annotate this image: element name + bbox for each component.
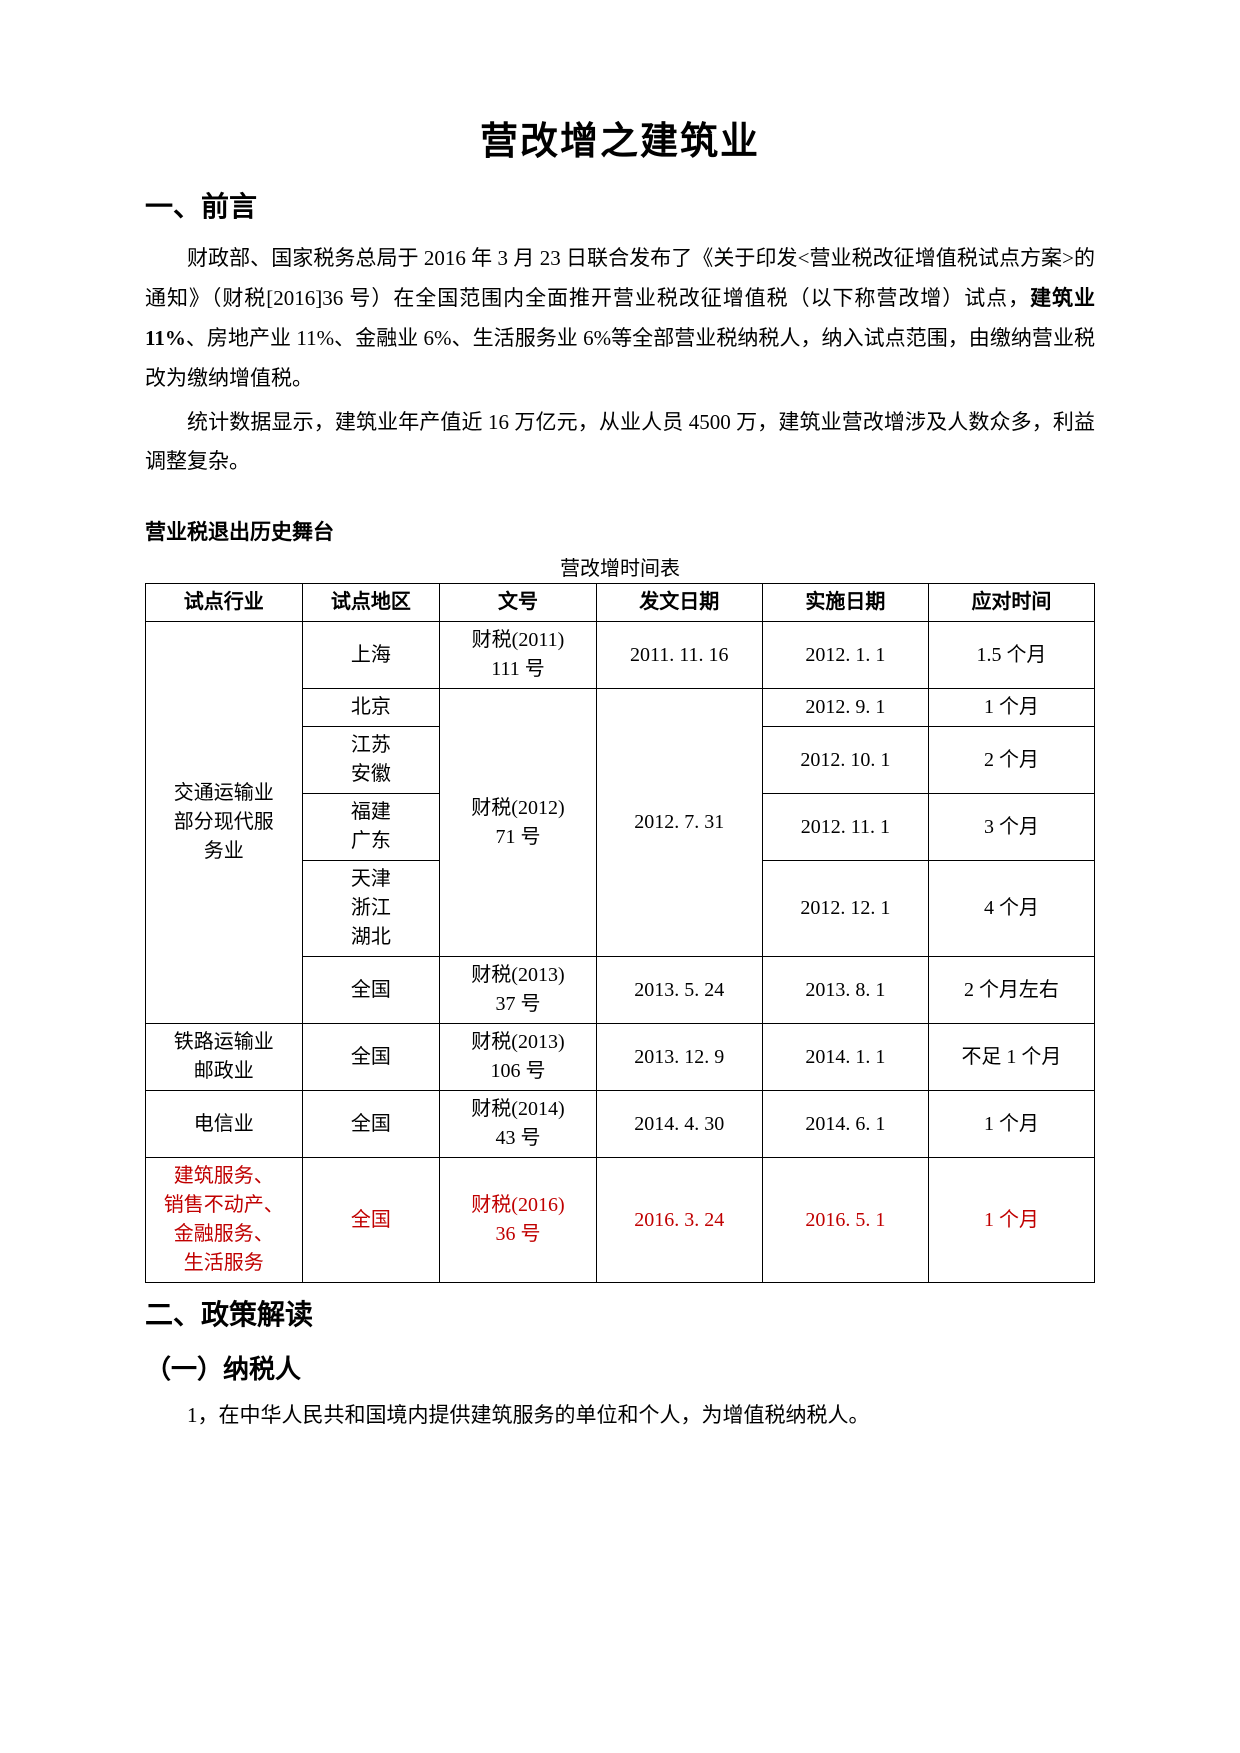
cell-region: 福建广东 [302, 794, 440, 861]
th-issue: 发文日期 [596, 584, 762, 622]
cell-impl: 2012. 12. 1 [762, 861, 928, 957]
subhead: 营业税退出历史舞台 [145, 516, 1095, 546]
cell-doc: 财税(2013)106 号 [440, 1024, 597, 1091]
cell-region: 全国 [302, 1024, 440, 1091]
cell-region: 江苏安徽 [302, 727, 440, 794]
paragraph-1: 财政部、国家税务总局于 2016 年 3 月 23 日联合发布了《关于印发<营业… [145, 239, 1095, 399]
th-doc: 文号 [440, 584, 597, 622]
cell-region: 全国 [302, 957, 440, 1024]
cell-impl: 2012. 1. 1 [762, 622, 928, 689]
cell-impl: 2012. 10. 1 [762, 727, 928, 794]
table-row: 交通运输业部分现代服务业 上海 财税(2011)111 号 2011. 11. … [146, 622, 1095, 689]
cell-industry-4: 建筑服务、销售不动产、金融服务、生活服务 [146, 1158, 303, 1283]
cell-region: 全国 [302, 1091, 440, 1158]
page-title: 营改增之建筑业 [145, 110, 1095, 165]
cell-issue: 2013. 5. 24 [596, 957, 762, 1024]
cell-lead: 4 个月 [928, 861, 1094, 957]
cell-lead: 3 个月 [928, 794, 1094, 861]
cell-issue: 2013. 12. 9 [596, 1024, 762, 1091]
cell-impl: 2014. 1. 1 [762, 1024, 928, 1091]
cell-issue: 2014. 4. 30 [596, 1091, 762, 1158]
cell-impl: 2012. 11. 1 [762, 794, 928, 861]
cell-industry-2: 铁路运输业邮政业 [146, 1024, 303, 1091]
cell-impl: 2016. 5. 1 [762, 1158, 928, 1283]
paragraph-1-a: 财政部、国家税务总局于 2016 年 3 月 23 日联合发布了《关于印发<营业… [145, 246, 1095, 310]
cell-issue: 2012. 7. 31 [596, 689, 762, 957]
cell-issue: 2016. 3. 24 [596, 1158, 762, 1283]
cell-doc: 财税(2013)37 号 [440, 957, 597, 1024]
table-caption: 营改增时间表 [145, 552, 1095, 581]
cell-doc: 财税(2012)71 号 [440, 689, 597, 957]
table-row: 铁路运输业邮政业 全国 财税(2013)106 号 2013. 12. 9 20… [146, 1024, 1095, 1091]
cell-lead: 2 个月 [928, 727, 1094, 794]
paragraph-1-b: 、房地产业 11%、金融业 6%、生活服务业 6%等全部营业税纳税人，纳入试点范… [145, 326, 1095, 390]
cell-region: 北京 [302, 689, 440, 727]
cell-industry-3: 电信业 [146, 1091, 303, 1158]
th-industry: 试点行业 [146, 584, 303, 622]
cell-lead: 1 个月 [928, 689, 1094, 727]
cell-doc: 财税(2011)111 号 [440, 622, 597, 689]
th-impl: 实施日期 [762, 584, 928, 622]
cell-lead: 1.5 个月 [928, 622, 1094, 689]
cell-region: 天津浙江湖北 [302, 861, 440, 957]
timeline-table: 试点行业 试点地区 文号 发文日期 实施日期 应对时间 交通运输业部分现代服务业… [145, 583, 1095, 1283]
cell-impl: 2012. 9. 1 [762, 689, 928, 727]
cell-region: 全国 [302, 1158, 440, 1283]
cell-lead: 1 个月 [928, 1091, 1094, 1158]
table-row-highlight: 建筑服务、销售不动产、金融服务、生活服务 全国 财税(2016)36 号 201… [146, 1158, 1095, 1283]
section-2-heading: 二、政策解读 [145, 1293, 1095, 1333]
cell-doc: 财税(2016)36 号 [440, 1158, 597, 1283]
cell-doc: 财税(2014)43 号 [440, 1091, 597, 1158]
document-page: 营改增之建筑业 一、前言 财政部、国家税务总局于 2016 年 3 月 23 日… [0, 0, 1240, 1753]
cell-lead: 2 个月左右 [928, 957, 1094, 1024]
paragraph-2: 统计数据显示，建筑业年产值近 16 万亿元，从业人员 4500 万，建筑业营改增… [145, 403, 1095, 483]
cell-lead: 1 个月 [928, 1158, 1094, 1283]
subsection-heading: （一）纳税人 [145, 1349, 1095, 1386]
item-1: 1，在中华人民共和国境内提供建筑服务的单位和个人，为增值税纳税人。 [145, 1396, 1095, 1436]
section-1-heading: 一、前言 [145, 185, 1095, 225]
table-header-row: 试点行业 试点地区 文号 发文日期 实施日期 应对时间 [146, 584, 1095, 622]
cell-lead: 不足 1 个月 [928, 1024, 1094, 1091]
cell-impl: 2013. 8. 1 [762, 957, 928, 1024]
cell-impl: 2014. 6. 1 [762, 1091, 928, 1158]
cell-industry-1: 交通运输业部分现代服务业 [146, 622, 303, 1024]
th-region: 试点地区 [302, 584, 440, 622]
table-row: 电信业 全国 财税(2014)43 号 2014. 4. 30 2014. 6.… [146, 1091, 1095, 1158]
cell-issue: 2011. 11. 16 [596, 622, 762, 689]
th-lead: 应对时间 [928, 584, 1094, 622]
cell-region: 上海 [302, 622, 440, 689]
